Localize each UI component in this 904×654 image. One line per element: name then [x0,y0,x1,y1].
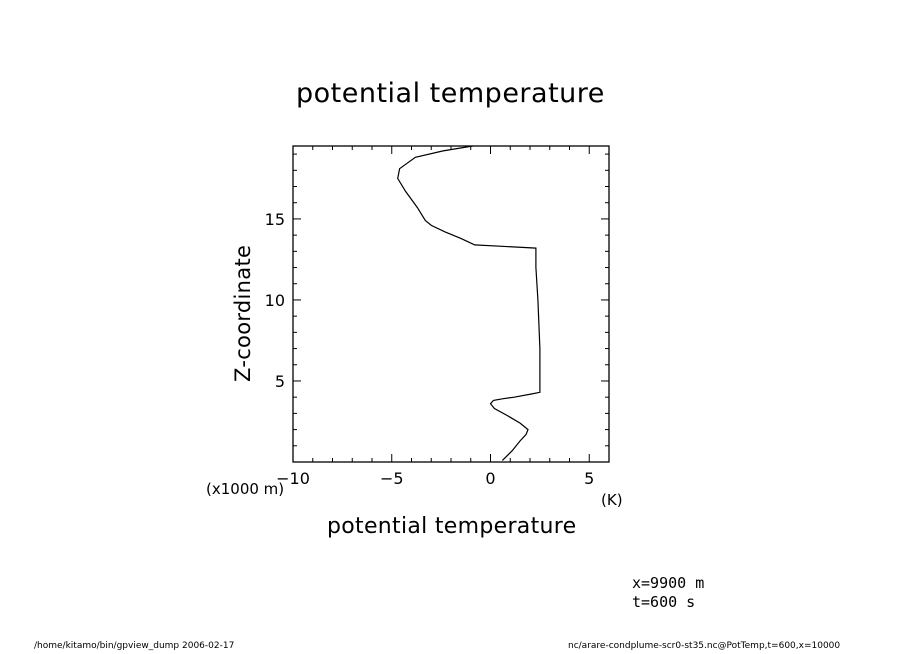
info-time: t=600 s [632,593,696,611]
x-tick-label: 0 [485,469,495,488]
y-axis-label: Z-coordinate [231,244,255,382]
x-axis-label: potential temperature [327,514,577,539]
y-tick-label: 10 [265,291,285,310]
y-axis-unit: (x1000 m) [206,480,285,498]
y-axis-label-container: Z-coordinate [231,245,368,406]
x-tick-label: 5 [584,469,594,488]
x-tick-label: −10 [276,469,310,488]
y-tick-label: 15 [265,210,285,229]
plot-frame [292,145,610,463]
footer-right-source: nc/arare-condplume-scr0-st35.nc@PotTemp,… [568,641,841,651]
info-x-position: x=9900 m [632,574,705,592]
x-axis-unit: (K) [601,491,623,509]
chart-title: potential temperature [296,78,605,109]
x-tick-label: −5 [380,469,404,488]
tick-labels-layer: −10 −5 0 5 5 10 15 [265,210,595,488]
series-line-potential-temperature [397,145,541,461]
footer-left-path: /home/kitamo/bin/gpview_dump 2006-02-17 [34,641,235,651]
ticks-layer [292,146,610,462]
y-tick-label: 5 [275,372,285,391]
